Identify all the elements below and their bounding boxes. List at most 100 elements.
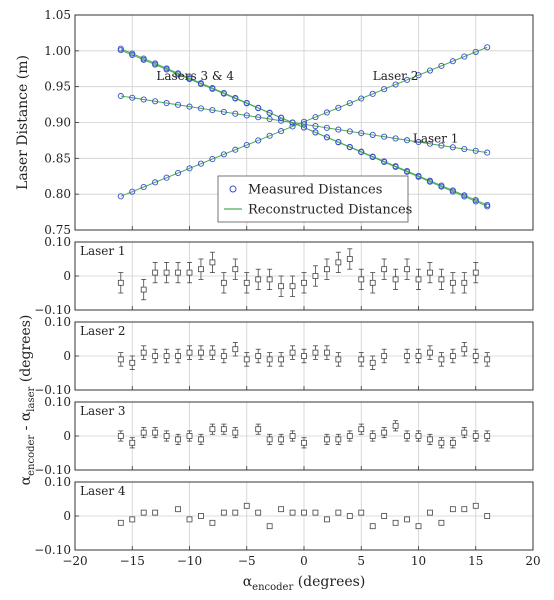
measured-point (312, 114, 319, 121)
residual-marker (472, 353, 479, 359)
residual-point (312, 265, 319, 287)
residual-marker (404, 353, 410, 359)
x-tick-label: 0 (300, 554, 308, 568)
x-tick-label: 15 (468, 554, 483, 568)
residual-marker (323, 266, 330, 273)
residual-y-axis-label: αencoder - αlaser (degrees) (18, 315, 37, 486)
plot-frame (74, 14, 534, 231)
reconstructed-line (120, 48, 488, 207)
measured-point (174, 70, 182, 77)
residual-marker (266, 276, 273, 283)
residual-point (438, 519, 445, 526)
residual-point (381, 258, 388, 280)
residual-marker (449, 353, 456, 359)
measured-point (186, 103, 193, 110)
residual-marker (278, 356, 285, 363)
residual-point (404, 258, 410, 280)
measured-point (335, 104, 342, 111)
measured-point (403, 76, 411, 83)
residual-marker (301, 439, 307, 446)
measured-point (129, 94, 136, 101)
residual-marker (152, 509, 159, 516)
residual-marker (266, 523, 273, 530)
measured-point (255, 114, 262, 121)
measured-point (152, 98, 159, 105)
y-tick-label: 0.10 (44, 315, 71, 329)
residual-marker (175, 506, 181, 513)
measured-point (312, 129, 319, 136)
panel-title: Laser 4 (76, 483, 126, 499)
measured-point (472, 147, 479, 154)
residual-marker (175, 269, 181, 276)
x-tick-label: 10 (411, 554, 426, 568)
measured-point (209, 155, 216, 163)
x-tick-label: 20 (525, 554, 540, 568)
residual-point (449, 348, 456, 364)
measured-point (312, 123, 319, 130)
measured-point (449, 188, 456, 195)
y-tick-label: 1.05 (44, 8, 71, 22)
residual-point (117, 272, 124, 294)
residual-marker (278, 283, 285, 290)
residual-marker (438, 356, 445, 363)
residual-marker (289, 433, 296, 439)
residual-point (301, 348, 307, 364)
y-tick-label: −0.10 (34, 463, 71, 477)
residual-marker (243, 502, 250, 509)
residual-point (335, 352, 342, 367)
residual-point (369, 272, 376, 294)
residual-marker (427, 436, 433, 443)
residual-marker (415, 523, 422, 530)
residual-point (335, 509, 342, 516)
residual-point (289, 430, 296, 442)
residual-point (186, 345, 193, 360)
residual-point (140, 278, 147, 301)
residual-marker (381, 513, 388, 519)
y-tick-label: −0.10 (34, 303, 71, 317)
residual-marker (129, 439, 136, 446)
residual-marker (381, 266, 388, 273)
measured-point (140, 55, 147, 62)
y-tick-label: 0.90 (44, 116, 71, 130)
measured-point (209, 85, 216, 92)
residual-point (117, 352, 124, 367)
measured-point (197, 105, 204, 112)
residual-marker (484, 433, 491, 439)
residual-marker (358, 356, 365, 363)
measured-point (415, 138, 422, 146)
residual-point (312, 345, 319, 360)
measured-point (232, 94, 239, 102)
residual-marker (129, 516, 136, 523)
measured-point (358, 149, 365, 156)
measured-point (220, 108, 227, 115)
residual-y-label-part: encoder (26, 435, 37, 476)
residual-point (438, 268, 445, 291)
residual-marker (255, 353, 262, 359)
residual-point (358, 268, 365, 291)
residual-point (152, 509, 159, 516)
residual-marker (163, 269, 170, 276)
residual-point (381, 427, 388, 439)
residual-point (198, 345, 204, 360)
measured-point (426, 178, 434, 185)
measured-point (232, 146, 239, 153)
residual-y-label-part: (degrees) (18, 315, 34, 387)
residual-marker (175, 436, 181, 443)
x-axis-label-units: (degrees) (293, 574, 365, 590)
panel-title-label: Laser 2 (80, 324, 126, 338)
residual-point (198, 433, 204, 445)
residual-point (415, 268, 422, 291)
residual-point (289, 509, 296, 516)
residual-point (129, 516, 136, 523)
residual-marker (255, 276, 262, 283)
residual-point (358, 352, 365, 367)
measured-point (220, 89, 227, 97)
residual-marker (323, 349, 330, 356)
measured-point (381, 86, 388, 93)
measured-point (472, 198, 479, 205)
residual-marker (449, 439, 456, 446)
measured-point (346, 100, 353, 107)
measured-point (323, 109, 330, 116)
residual-marker (381, 353, 388, 359)
residual-marker (346, 433, 353, 439)
